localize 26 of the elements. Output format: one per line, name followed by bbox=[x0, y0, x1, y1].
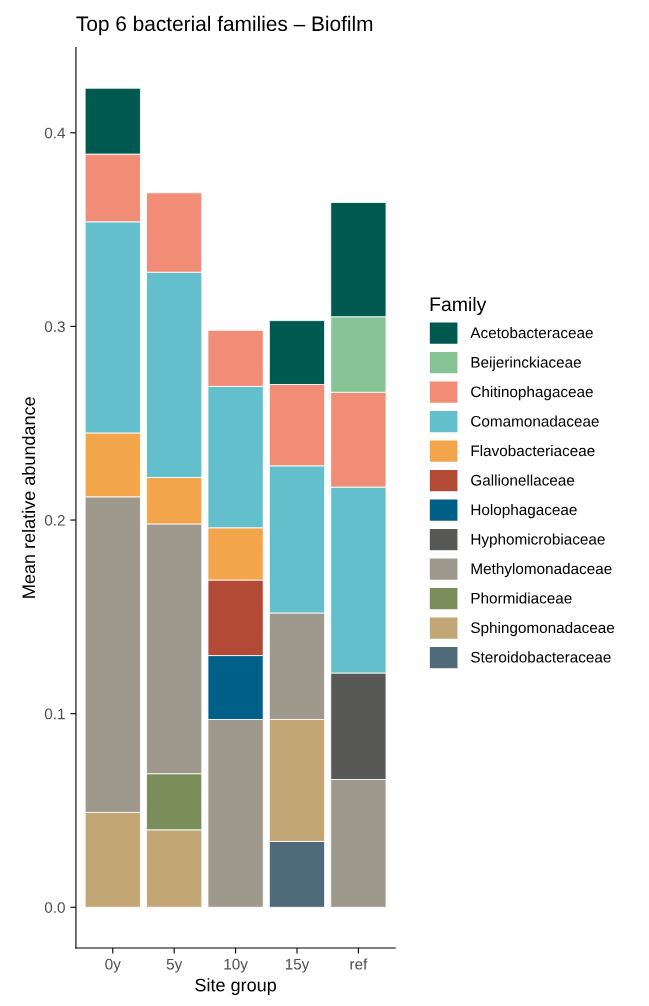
chart-title: Top 6 bacterial families – Biofilm bbox=[76, 15, 373, 36]
legend-label: Holophagaceae bbox=[471, 503, 577, 519]
x-axis-title: Site group bbox=[195, 978, 276, 995]
legend-label: Flavobacteriaceae bbox=[471, 444, 595, 457]
x-tick-label: 0y bbox=[105, 958, 121, 973]
y-tick-label: 0.1 bbox=[44, 708, 65, 720]
x-tick-label: 5y bbox=[166, 958, 183, 973]
legend-label: Comamonadaceae bbox=[471, 415, 599, 427]
legend-label: Beijerinckiaceae bbox=[471, 356, 581, 371]
y-tick-label: 0.3 bbox=[44, 321, 65, 333]
x-tick-label: ref bbox=[350, 958, 368, 970]
legend-label: Methylomonadaceae bbox=[471, 562, 612, 578]
y-axis-title: Mean relative abundance bbox=[21, 397, 36, 598]
legend-label: Acetobacteraceae bbox=[470, 327, 593, 339]
y-tick-label: 0.4 bbox=[44, 127, 66, 139]
legend-label: Hyphomicrobiaceae bbox=[471, 533, 605, 548]
legend-label: Gallionellaceae bbox=[471, 474, 575, 486]
y-tick-label: 0.2 bbox=[44, 514, 65, 526]
x-tick-label: 10y bbox=[224, 958, 248, 973]
legend-label: Chitinophagaceae bbox=[471, 386, 593, 401]
legend-title: Family bbox=[430, 296, 487, 316]
x-tick-label: 15y bbox=[285, 958, 310, 973]
legend-label: Phormidiaceae bbox=[471, 592, 572, 604]
y-tick-label: 0.0 bbox=[44, 902, 65, 913]
legend-label: Steroidobacteraceae bbox=[471, 651, 611, 663]
legend-label: Sphingomonadaceae bbox=[471, 621, 615, 637]
